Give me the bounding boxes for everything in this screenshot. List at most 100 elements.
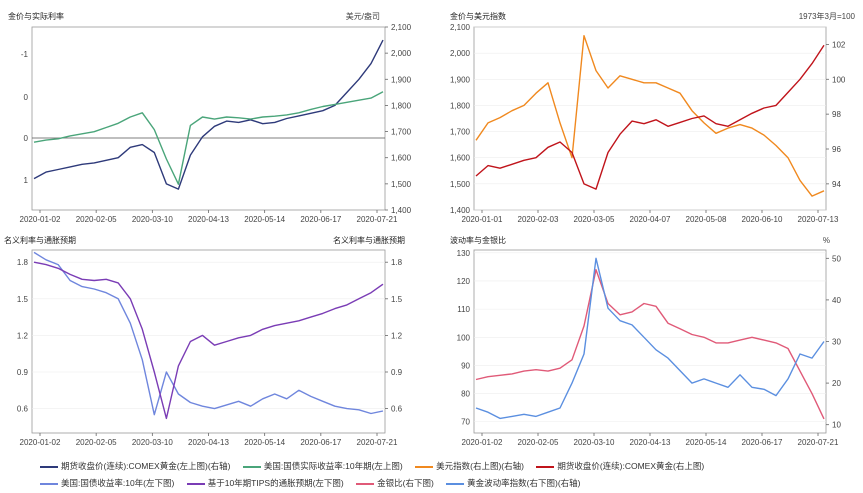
x-tick-label: 2020-02-05 (518, 438, 559, 447)
series-line-1 (33, 39, 384, 190)
legend-label: 期货收盘价(连续):COMEX黄金(左上图)(右轴) (61, 461, 231, 471)
series-line-2 (33, 261, 384, 420)
x-tick-label: 2020-01-02 (20, 215, 61, 224)
y-right-tick-label: 100 (832, 75, 846, 84)
y-right-tick-label: 10 (832, 421, 841, 430)
y-right-tick-label: 50 (832, 254, 841, 263)
x-tick-label: 2020-07-21 (357, 215, 398, 224)
legend-item[interactable]: 期货收盘价(连续):COMEX黄金(左上图)(右轴) (40, 458, 231, 475)
x-tick-label: 2020-05-14 (244, 215, 285, 224)
legend-item[interactable]: 美国:国债实际收益率:10年期(左上图) (242, 458, 403, 475)
y-right-tick-label: 0.6 (391, 405, 403, 414)
x-tick-label: 2020-03-05 (574, 215, 615, 224)
legend-swatch (415, 465, 434, 468)
x-tick-label: 2020-07-13 (798, 215, 839, 224)
x-tick-label: 2020-06-10 (742, 215, 783, 224)
p1-yl-tick: 0 (24, 134, 29, 143)
x-tick-label: 2020-03-10 (132, 215, 173, 224)
x-tick-label: 2020-03-10 (574, 438, 615, 447)
y-left-tick-label: 130 (457, 249, 471, 258)
y-right-tick-label: 94 (832, 180, 841, 189)
x-tick-label: 2020-05-14 (686, 438, 727, 447)
panel-1-left-ticks: -1 0 0 1 (21, 50, 29, 185)
y-left-tick-label: 110 (457, 305, 470, 314)
y-right-tick-label: 40 (832, 296, 841, 305)
x-tick-label: 2020-02-05 (76, 215, 117, 224)
panel-2-title: 金价与美元指数 (450, 11, 506, 21)
y-right-tick-label: 2,100 (391, 23, 412, 32)
x-tick-label: 2020-05-08 (686, 215, 727, 224)
legend-item[interactable]: 美元指数(右上图)(右轴) (415, 458, 524, 475)
y-right-tick-label: 1,700 (391, 128, 412, 137)
legend: 期货收盘价(连续):COMEX黄金(左上图)(右轴) 美国:国债实际收益率:10… (40, 458, 840, 492)
x-tick-label: 2020-01-01 (462, 215, 503, 224)
x-tick-label: 2020-04-13 (188, 215, 229, 224)
y-right-tick-label: 0.9 (391, 368, 403, 377)
x-tick-label: 2020-04-07 (630, 215, 671, 224)
y-left-tick-label: 1.2 (17, 331, 29, 340)
legend-item[interactable]: 黄金波动率指数(右下图)(右轴) (446, 475, 580, 492)
legend-label: 期货收盘价(连续):COMEX黄金(右上图) (557, 461, 705, 471)
panel-4-right-unit: % (823, 236, 830, 245)
y-left-tick-label: 1.5 (17, 295, 29, 304)
y-right-tick-label: 1,500 (391, 180, 412, 189)
y-left-tick-label: 1,600 (450, 154, 471, 163)
panel-2-right-unit: 1973年3月=100 (799, 11, 856, 21)
legend-label: 金银比(右下图) (377, 478, 434, 488)
y-left-tick-label: 2,100 (450, 23, 471, 32)
panel-3-title: 名义利率与通胀预期 (4, 235, 76, 245)
y-right-tick-label: 98 (832, 110, 841, 119)
y-left-tick-label: 100 (457, 333, 471, 342)
legend-label: 美国:国债实际收益率:10年期(左上图) (263, 461, 403, 471)
legend-label: 美国:国债收益率:10年(左下图) (61, 478, 175, 488)
x-tick-label: 2020-07-21 (357, 438, 398, 447)
panel-1-title: 金价与实际利率 (8, 11, 64, 21)
series-line-2 (33, 91, 384, 185)
p1-yl-tick: -1 (21, 50, 29, 59)
series-line-1 (33, 251, 384, 416)
y-left-tick-label: 80 (461, 390, 470, 399)
legend-swatch (40, 482, 58, 485)
x-tick-label: 2020-07-21 (798, 438, 839, 447)
x-tick-label: 2020-06-17 (742, 438, 783, 447)
y-right-tick-label: 1.2 (391, 331, 403, 340)
y-left-tick-label: 0.6 (17, 405, 29, 414)
x-tick-label: 2020-02-03 (518, 215, 559, 224)
series-line-1 (475, 269, 825, 420)
x-tick-label: 2020-05-14 (244, 438, 285, 447)
panel-1-right-unit: 美元/盎司 (346, 11, 380, 21)
y-left-tick-label: 1.8 (17, 258, 29, 267)
x-tick-label: 2020-06-17 (300, 215, 341, 224)
panel-3-right-title: 名义利率与通胀预期 (333, 235, 405, 245)
y-left-tick-label: 70 (461, 418, 470, 427)
legend-swatch (186, 482, 205, 485)
panel-4-title: 波动率与金银比 (450, 235, 506, 245)
y-right-tick-label: 1,800 (391, 101, 412, 110)
legend-swatch (40, 465, 58, 468)
y-left-tick-label: 2,000 (450, 49, 471, 58)
y-right-tick-label: 96 (832, 145, 841, 154)
panel-nominal-inflation: 名义利率与通胀预期 名义利率与通胀预期 1.8 1.5 1.2 0.9 0.6 1.8 1… (4, 235, 405, 447)
y-left-tick-label: 1,800 (450, 101, 471, 110)
legend-item[interactable]: 基于10年期TIPS的通胀预期(左下图) (186, 475, 344, 492)
y-right-tick-label: 1,400 (391, 206, 412, 215)
x-tick-label: 2020-01-02 (462, 438, 503, 447)
x-tick-label: 2020-06-17 (300, 438, 341, 447)
x-tick-label: 2020-02-05 (76, 438, 117, 447)
legend-item[interactable]: 金银比(右下图) (356, 475, 434, 492)
legend-swatch (446, 482, 465, 485)
legend-item[interactable]: 美国:国债收益率:10年(左下图) (40, 475, 174, 492)
y-left-tick-label: 0.9 (17, 368, 29, 377)
series-line-2 (475, 44, 825, 190)
y-right-tick-label: 1.8 (391, 258, 403, 267)
y-left-tick-label: 120 (457, 277, 471, 286)
y-left-tick-label: 1,900 (450, 75, 471, 84)
x-tick-label: 2020-01-02 (20, 438, 61, 447)
panel-4-frame (473, 249, 827, 434)
x-tick-label: 2020-04-13 (188, 438, 229, 447)
y-right-tick-label: 2,000 (391, 49, 412, 58)
legend-swatch (356, 482, 375, 485)
legend-item[interactable]: 期货收盘价(连续):COMEX黄金(右上图) (536, 458, 704, 475)
x-tick-label: 2020-03-10 (132, 438, 173, 447)
